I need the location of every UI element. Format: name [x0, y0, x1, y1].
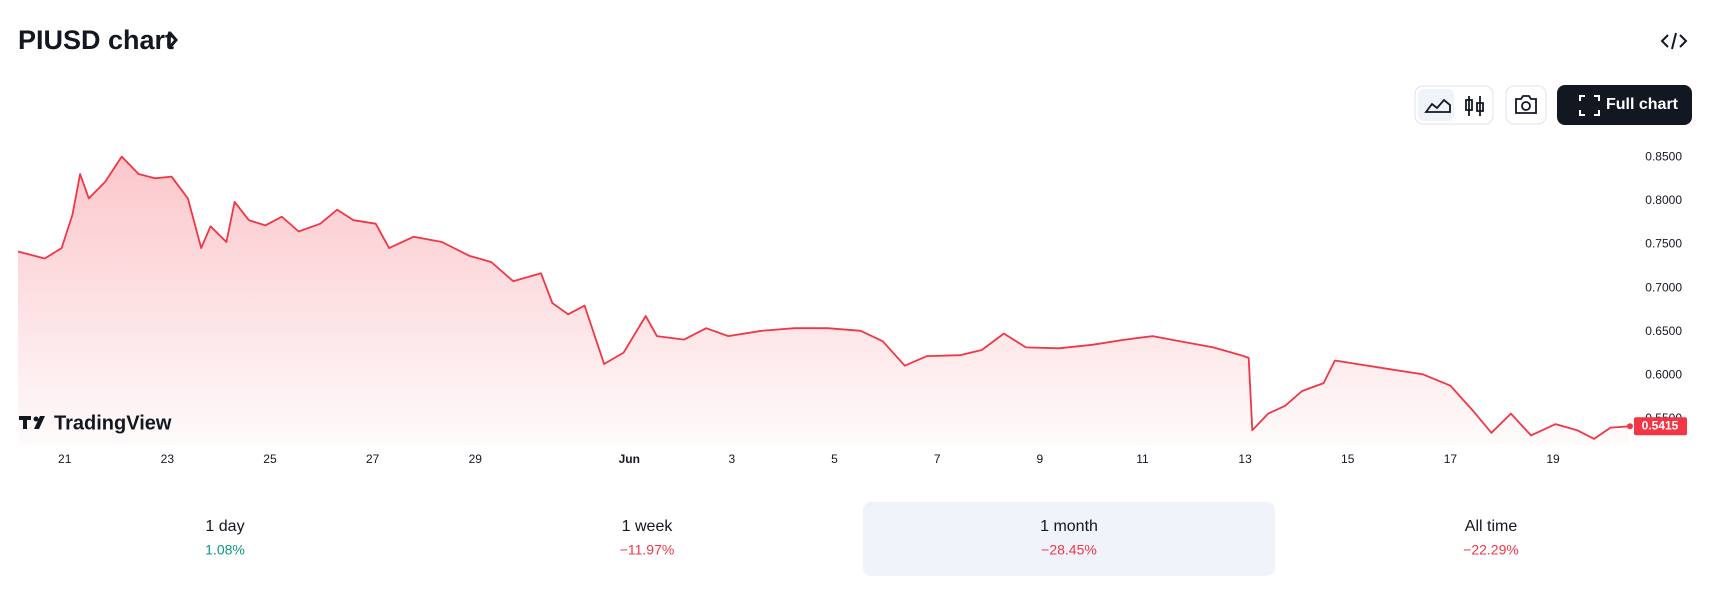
line [17, 155, 1631, 440]
line-style-button[interactable] [1418, 89, 1454, 121]
candles-icon[interactable] [1465, 96, 1484, 116]
x-tick-label: 23 [161, 452, 175, 466]
x-tick-label: 25 [263, 452, 277, 466]
x-tick-label: 13 [1238, 452, 1252, 466]
period-label[interactable]: 1 day [205, 518, 244, 535]
area [18, 156, 1630, 445]
period-change[interactable]: 1.08% [205, 542, 245, 558]
full-chart-button[interactable] [1557, 85, 1692, 125]
title[interactable]: PIUSD chart [18, 25, 174, 55]
y-tick-label: 0.8500 [1645, 150, 1682, 164]
embed-icon[interactable] [1660, 32, 1688, 50]
x-tick-label: 11 [1136, 452, 1149, 466]
camera-icon [1515, 95, 1537, 114]
period-label[interactable]: 1 month [1040, 518, 1098, 535]
period-label[interactable]: All time [1465, 518, 1518, 535]
x-tick-label: 7 [934, 452, 941, 466]
selected-period [863, 502, 1275, 576]
x-tick-label: 5 [831, 452, 838, 466]
area-icon [1424, 98, 1451, 113]
y-tick-label: 0.7000 [1645, 280, 1682, 294]
y-tick-label: 0.7500 [1645, 237, 1682, 251]
x-tick-label: Jun [619, 452, 640, 466]
performance: 1 day 1.08% 1 week −11.97% 1 month −28.45% All… [205, 502, 1519, 576]
x-tick-label: 27 [366, 452, 380, 466]
x-tick-label: 21 [58, 452, 72, 466]
x-tick-label: 15 [1341, 452, 1355, 466]
title-chevron [168, 32, 178, 48]
watermark: TradingView [19, 412, 172, 434]
price-tag [1634, 417, 1687, 436]
price-tag-label: 0.5415 [1642, 418, 1679, 432]
y-tick-label: 0.8000 [1645, 193, 1682, 207]
period-change[interactable]: −28.45% [1041, 542, 1097, 558]
period-change[interactable]: −11.97% [620, 542, 675, 558]
period-label[interactable]: 1 week [622, 518, 674, 535]
x-tick-label: 9 [1036, 452, 1043, 466]
x-tick-label: 29 [469, 452, 483, 466]
watermark-text: TradingView [54, 412, 172, 434]
x-tick-label: 17 [1444, 452, 1458, 466]
x-tick-label: 3 [729, 452, 736, 466]
y-tick-label: 0.6000 [1645, 367, 1682, 381]
full-chart-label[interactable]: Full chart [1606, 96, 1679, 113]
y-tick-label: 0.6500 [1645, 324, 1682, 338]
x-tick-label: 19 [1546, 452, 1560, 466]
last-point [1627, 423, 1633, 430]
period-change[interactable]: −22.29% [1463, 542, 1519, 558]
fullscreen-icon [1579, 95, 1600, 116]
plot: 0.55000.60000.65000.70000.75000.80000.85… [17, 150, 1687, 466]
camera-lens [1521, 101, 1531, 111]
snapshot-button[interactable] [1505, 85, 1547, 125]
